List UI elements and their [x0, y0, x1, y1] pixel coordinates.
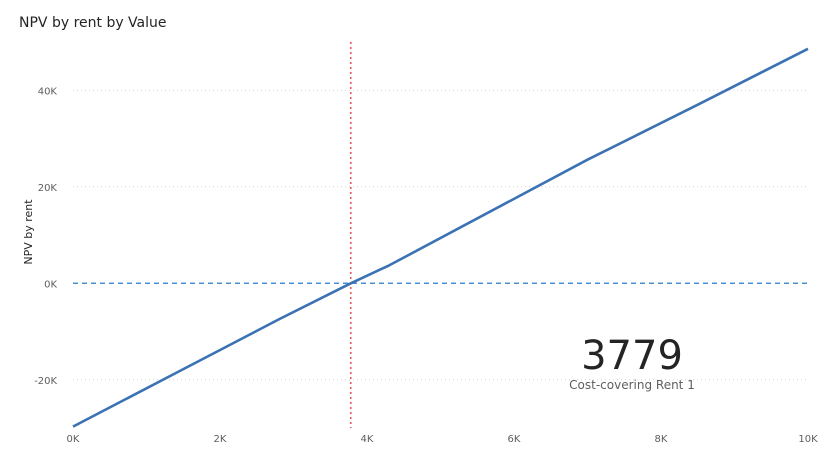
y-tick-label: 20K	[38, 183, 58, 194]
series-line	[72, 47, 809, 428]
gridlines	[73, 89, 808, 381]
y-tick-label: 0K	[44, 279, 57, 290]
y-tick-label: 40K	[38, 86, 58, 97]
kpi-card-label: Cost-covering Rent 1	[569, 378, 695, 392]
y-tick-label: -20K	[34, 376, 57, 387]
x-tick-label: 0K	[67, 434, 80, 445]
y-axis-label: NPV by rent	[22, 199, 35, 265]
reference-lines	[73, 42, 808, 428]
x-tick-label: 8K	[655, 434, 668, 445]
x-tick-label: 2K	[214, 434, 227, 445]
x-tick-label: 10K	[798, 434, 818, 445]
x-tick-label: 4K	[361, 434, 374, 445]
x-tick-label: 6K	[508, 434, 521, 445]
series-lines	[72, 47, 809, 428]
kpi-card-value: 3779	[581, 333, 683, 379]
chart-title: NPV by rent by Value	[19, 15, 167, 31]
axis-ticks: -20K 0K 20K 40K 0K 2K 4K 6K 8K 10K	[34, 86, 818, 445]
